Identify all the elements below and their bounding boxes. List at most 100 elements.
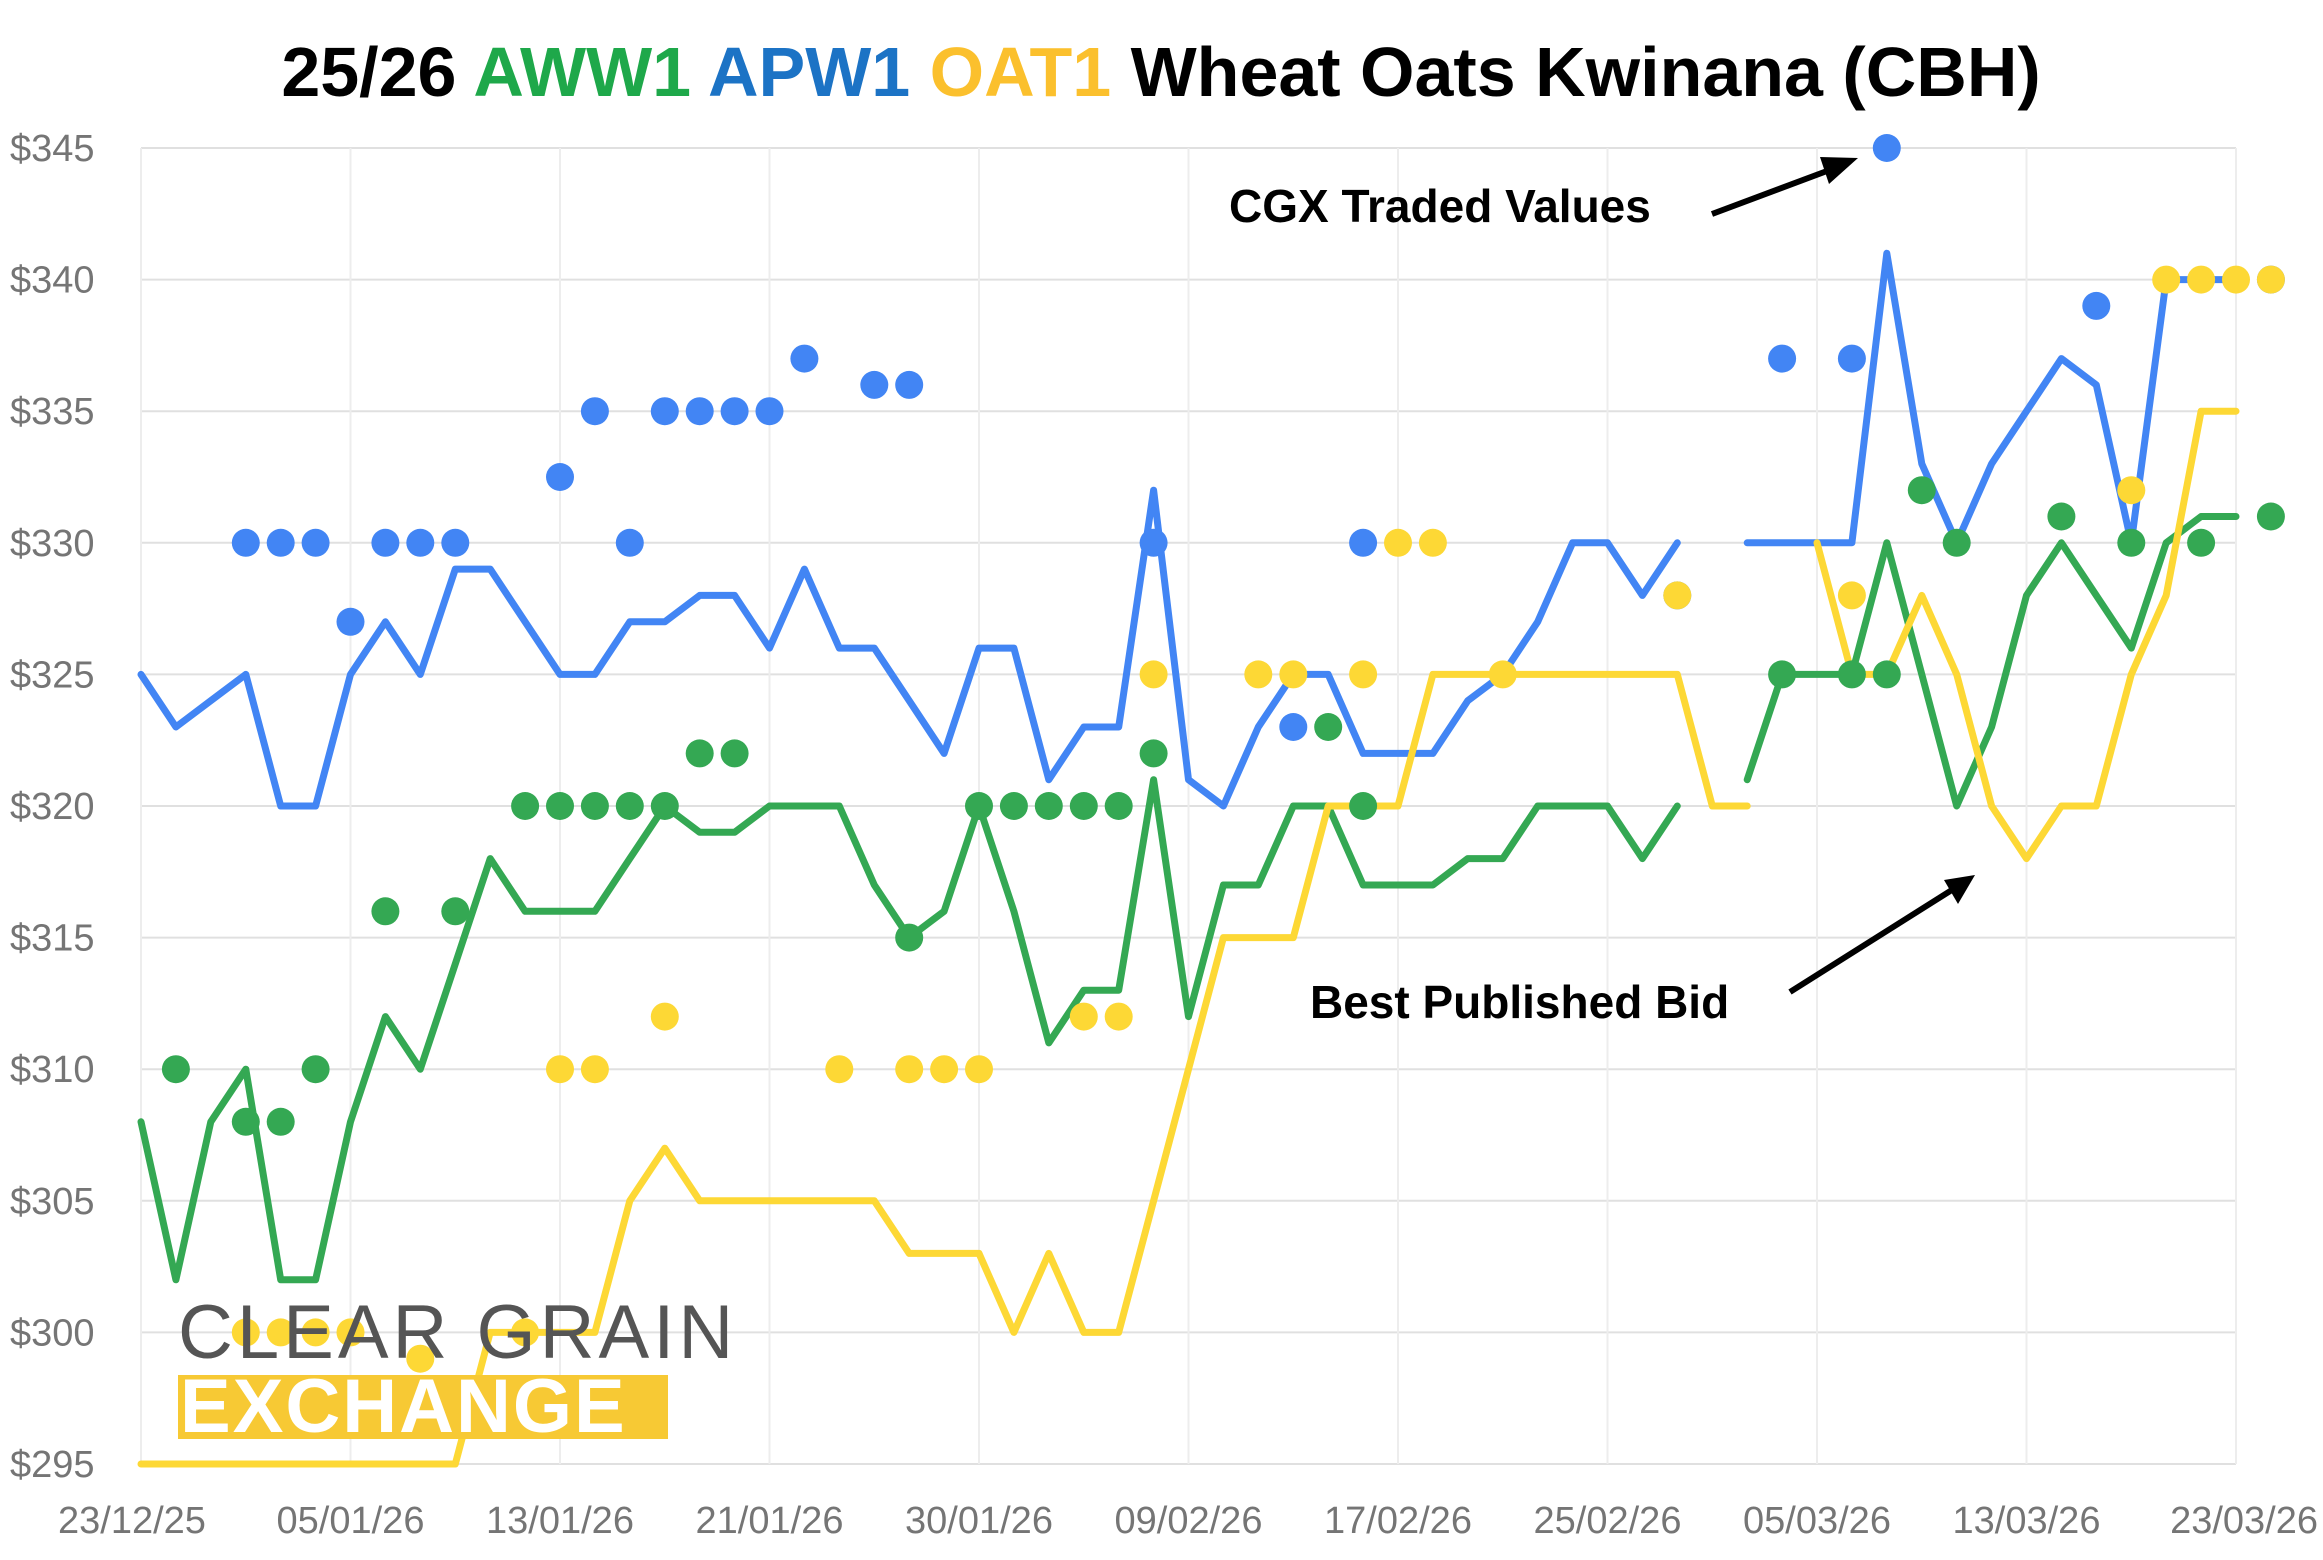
traded-point-apw1 bbox=[1139, 528, 1168, 557]
traded-point-oat1 bbox=[1244, 660, 1273, 689]
traded-point-aww1 bbox=[1104, 792, 1133, 820]
series-line-apw1 bbox=[137, 249, 2240, 810]
traded-point-oat1 bbox=[1418, 528, 1447, 557]
x-tick-label: 30/01/26 bbox=[905, 1500, 1053, 1542]
traded-point-apw1 bbox=[231, 528, 260, 557]
title-part: OAT1 bbox=[930, 33, 1131, 111]
traded-point-apw1 bbox=[615, 528, 644, 557]
annotation-bid: Best Published Bid bbox=[1310, 875, 1975, 1028]
traded-point-aww1 bbox=[1069, 792, 1098, 820]
title-part: APW1 bbox=[708, 33, 930, 111]
traded-point-apw1 bbox=[546, 463, 574, 491]
traded-point-aww1 bbox=[1349, 792, 1378, 820]
traded-point-oat1 bbox=[2256, 265, 2285, 294]
traded-point-oat1 bbox=[895, 1055, 924, 1084]
y-tick-label: $310 bbox=[10, 1049, 95, 1091]
traded-point-oat1 bbox=[336, 1318, 365, 1347]
traded-point-oat1 bbox=[2187, 265, 2216, 294]
x-tick-label: 21/01/26 bbox=[696, 1500, 844, 1542]
traded-point-aww1 bbox=[2047, 502, 2076, 531]
traded-point-aww1 bbox=[2187, 528, 2216, 557]
traded-point-aww1 bbox=[999, 792, 1028, 820]
traded-point-aww1 bbox=[301, 1055, 330, 1084]
traded-point-oat1 bbox=[266, 1318, 295, 1347]
y-tick-label: $335 bbox=[10, 391, 95, 433]
x-tick-label: 13/01/26 bbox=[486, 1500, 634, 1542]
traded-point-oat1 bbox=[231, 1318, 260, 1347]
title-part: Wheat Oats Kwinana (CBH) bbox=[1131, 33, 2041, 111]
traded-point-apw1 bbox=[860, 370, 889, 399]
traded-point-oat1 bbox=[1663, 581, 1692, 610]
traded-point-oat1 bbox=[1837, 581, 1866, 610]
x-tick-label: 17/02/26 bbox=[1324, 1500, 1472, 1542]
traded-point-oat1 bbox=[2222, 265, 2250, 294]
x-tick-label: 09/02/26 bbox=[1115, 1500, 1263, 1542]
logo-line1: CLEAR GRAIN bbox=[178, 1290, 737, 1375]
traded-point-oat1 bbox=[546, 1055, 574, 1084]
annotation-bid-label: Best Published Bid bbox=[1310, 976, 1729, 1028]
y-tick-label: $340 bbox=[10, 260, 95, 302]
y-tick-label: $315 bbox=[10, 918, 95, 960]
traded-point-apw1 bbox=[755, 397, 784, 426]
traded-point-oat1 bbox=[1384, 528, 1412, 557]
traded-point-oat1 bbox=[580, 1055, 609, 1084]
traded-point-oat1 bbox=[2152, 265, 2181, 294]
annotation-bid-arrowhead bbox=[1944, 875, 1975, 904]
logo-line2: EXCHANGE bbox=[180, 1364, 627, 1449]
traded-point-aww1 bbox=[720, 739, 749, 768]
y-axis-ticks: $295 $300 $305 $310 $315 $320 $325 $330 $335 $340… bbox=[10, 128, 95, 1486]
x-tick-label: 23/03/26 bbox=[2170, 1500, 2318, 1542]
x-axis-ticks: 23/12/25 05/01/26 13/01/26 21/01/26 30/01/26… bbox=[58, 1500, 2318, 1542]
traded-point-aww1 bbox=[685, 739, 714, 768]
traded-point-apw1 bbox=[406, 528, 435, 557]
traded-point-aww1 bbox=[650, 792, 679, 820]
traded-point-apw1 bbox=[336, 607, 365, 636]
traded-point-aww1 bbox=[266, 1107, 295, 1136]
traded-point-aww1 bbox=[371, 897, 400, 926]
traded-point-apw1 bbox=[2082, 291, 2111, 320]
traded-point-oat1 bbox=[965, 1055, 993, 1084]
traded-point-apw1 bbox=[650, 397, 679, 426]
y-tick-label: $325 bbox=[10, 654, 95, 696]
annotation-traded-arrowhead bbox=[1820, 157, 1858, 184]
y-tick-label: $345 bbox=[10, 128, 95, 170]
x-tick-label: 13/03/26 bbox=[1953, 1500, 2101, 1542]
traded-point-aww1 bbox=[161, 1055, 190, 1084]
traded-point-apw1 bbox=[580, 397, 609, 426]
traded-point-oat1 bbox=[1139, 660, 1168, 689]
annotation-traded-arrow bbox=[1710, 165, 1837, 217]
traded-point-oat1 bbox=[1069, 1002, 1098, 1031]
traded-point-apw1 bbox=[1872, 134, 1901, 162]
annotation-traded: CGX Traded Values bbox=[1229, 157, 1858, 232]
y-tick-label: $295 bbox=[10, 1444, 95, 1486]
y-tick-label: $300 bbox=[10, 1312, 95, 1354]
y-tick-label: $320 bbox=[10, 786, 95, 828]
logo-band bbox=[178, 1375, 668, 1439]
title-part: AWW1 bbox=[473, 33, 708, 111]
grid bbox=[140, 147, 2237, 1465]
traded-point-aww1 bbox=[1942, 528, 1971, 557]
traded-points bbox=[161, 134, 2285, 1373]
traded-point-aww1 bbox=[615, 792, 644, 820]
traded-point-aww1 bbox=[546, 792, 574, 820]
traded-point-oat1 bbox=[1488, 660, 1517, 689]
traded-point-aww1 bbox=[1768, 660, 1797, 689]
traded-point-aww1 bbox=[895, 923, 924, 952]
traded-point-aww1 bbox=[580, 792, 609, 820]
traded-point-oat1 bbox=[930, 1055, 959, 1084]
x-tick-label: 05/03/26 bbox=[1743, 1500, 1891, 1542]
traded-point-apw1 bbox=[1279, 713, 1308, 741]
traded-point-apw1 bbox=[1349, 528, 1378, 557]
traded-point-apw1 bbox=[1837, 344, 1866, 373]
x-tick-label: 05/01/26 bbox=[277, 1500, 425, 1542]
traded-point-oat1 bbox=[1104, 1002, 1133, 1031]
x-tick-label: 23/12/25 bbox=[58, 1500, 206, 1542]
traded-point-aww1 bbox=[1837, 660, 1866, 689]
traded-point-aww1 bbox=[231, 1107, 260, 1136]
traded-point-oat1 bbox=[511, 1318, 540, 1347]
traded-point-aww1 bbox=[511, 792, 540, 820]
traded-point-apw1 bbox=[1768, 344, 1797, 373]
traded-point-oat1 bbox=[1279, 660, 1308, 689]
traded-point-aww1 bbox=[1907, 476, 1936, 505]
traded-point-oat1 bbox=[301, 1318, 330, 1347]
